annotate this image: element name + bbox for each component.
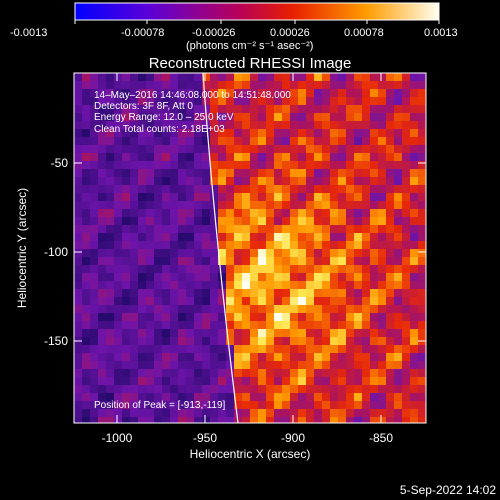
y-tick-label-0: -50 (51, 156, 69, 170)
info-clean-counts: Clean Total counts: 2.18E+03 (94, 124, 225, 135)
plot-frame (73, 72, 427, 424)
x-axis-ticks (116, 73, 382, 423)
info-peak-position: Position of Peak = [-913,-119] (94, 400, 226, 411)
x-tick-label-1: -950 (193, 431, 217, 445)
x-tick-label-0: -1000 (102, 431, 133, 445)
solar-limb-line (202, 73, 239, 423)
colorbar-tick-2: -0.00026 (192, 27, 235, 39)
y-axis-ticks (74, 162, 426, 342)
x-tick-label-3: -850 (369, 431, 393, 445)
info-time-range: 14–May–2016 14:46:08.000 to 14:51:48.000 (94, 90, 291, 101)
colorbar-tick-4: 0.00078 (344, 27, 384, 39)
y-tick-label-1: -100 (44, 245, 68, 259)
colorbar-tick-3: 0.00026 (270, 27, 310, 39)
info-energy-range: Energy Range: 12.0 – 25.0 keV (94, 112, 234, 123)
colorbar-gradient (74, 2, 440, 21)
info-text: 14–May–2016 14:46:08.000 to 14:51:48.000… (94, 90, 291, 411)
colorbar-tick-0: -0.0013 (10, 27, 47, 39)
x-tick-label-2: -900 (281, 431, 305, 445)
reconstructed-image-pixels (74, 73, 426, 423)
footer-date: 5-Sep-2022 14:02 (400, 483, 496, 497)
y-tick-label-2: -150 (44, 334, 68, 348)
info-detectors: Detectors: 3F 8F, Att 0 (94, 101, 193, 112)
image-area (74, 73, 426, 423)
colorbar-unit-label: (photons cm⁻² s⁻¹ asec⁻²) (186, 40, 313, 52)
colorbar-tick-1: -0.00078 (121, 27, 164, 39)
x-axis-label: Heliocentric X (arcsec) (190, 447, 311, 461)
colorbar-tick-5: 0.0013 (424, 27, 458, 39)
plot-title: Reconstructed RHESSI Image (149, 55, 352, 72)
y-axis-label: Heliocentric Y (arcsec) (15, 188, 29, 308)
colorbar: -0.0013 -0.00078 -0.00026 0.00026 0.0007… (10, 2, 458, 52)
